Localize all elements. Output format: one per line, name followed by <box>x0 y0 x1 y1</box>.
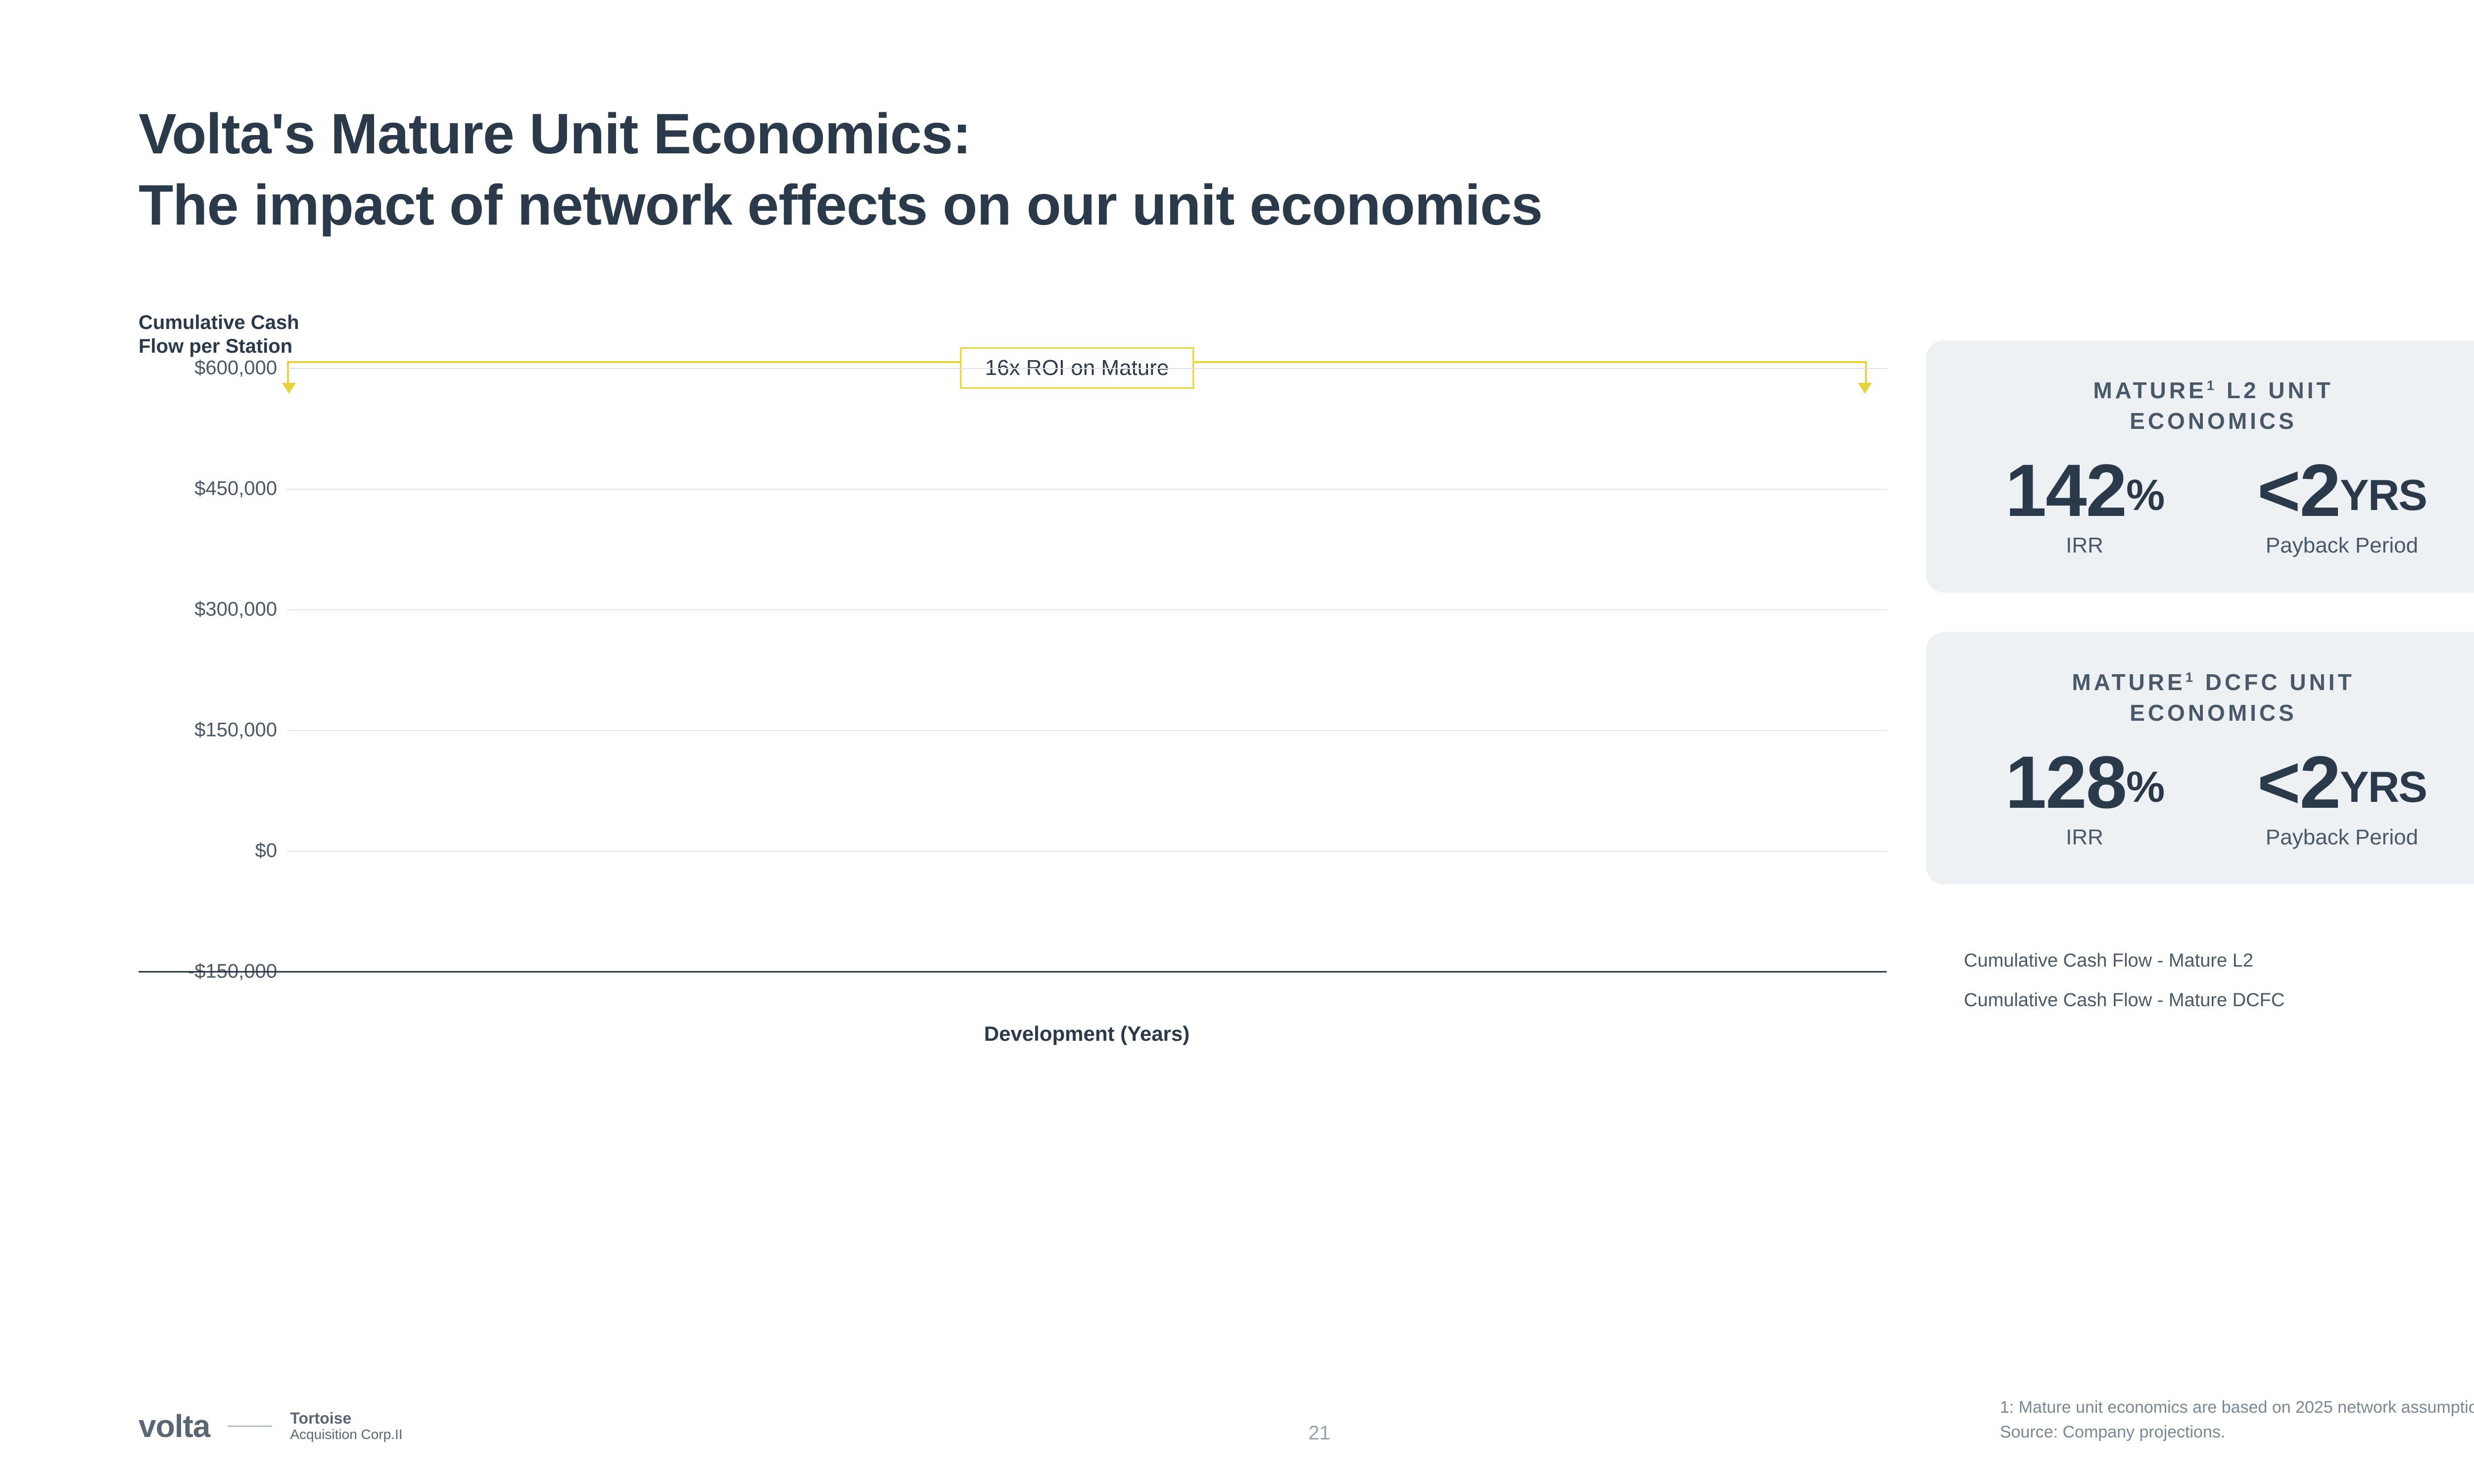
partner-name: Tortoise <box>290 1409 351 1427</box>
stat-label: IRR <box>1966 825 2203 850</box>
stat-number: <2 <box>2257 449 2340 532</box>
card-title-line1: MATURE1 DCFC UNIT <box>2072 669 2354 695</box>
card-l2-economics: MATURE1 L2 UNIT ECONOMICS 142% IRR <2YRS… <box>1926 340 2474 593</box>
legend-swatch-icon <box>1926 949 1951 974</box>
stat-label: Payback Period <box>2223 825 2461 850</box>
legend-swatch-icon <box>1926 988 1951 1013</box>
stat-irr: 142% IRR <box>1966 453 2203 558</box>
card-title-line2: ECONOMICS <box>2130 408 2297 434</box>
card-dcfc-economics: MATURE1 DCFC UNIT ECONOMICS 128% IRR <2Y… <box>1926 632 2474 884</box>
footer-left: volta Tortoise Acquisition Corp.II <box>139 1408 403 1444</box>
footnote-line2: Source: Company projections. <box>2000 1423 2225 1441</box>
stat-unit: % <box>2126 762 2164 811</box>
partner-sub: Acquisition Corp.II <box>290 1427 402 1442</box>
y-axis-title-line2: Flow per Station <box>139 335 292 357</box>
brand-logo: volta <box>139 1408 210 1444</box>
y-tick-label: $300,000 <box>148 598 277 620</box>
legend-item-l2: Cumulative Cash Flow - Mature L2 <box>1926 949 2474 974</box>
stat-value: 142% <box>1966 453 2203 527</box>
footer-divider-icon <box>228 1426 272 1427</box>
chart-legend: Cumulative Cash Flow - Mature L2 Cumulat… <box>1926 949 2474 1028</box>
x-axis-title: Development (Years) <box>287 1022 1887 1046</box>
stat-number: 128 <box>2005 741 2126 824</box>
stat-irr: 128% IRR <box>1966 745 2203 850</box>
chart-plot: 16x ROI on Mature -$150,000$0$150,000$30… <box>287 368 1887 972</box>
stat-number: 142 <box>2005 449 2126 532</box>
card-stats: 142% IRR <2YRS Payback Period <box>1966 453 2461 558</box>
slide: Volta's Mature Unit Economics: The impac… <box>0 0 2474 1484</box>
stat-number: <2 <box>2257 741 2340 824</box>
stat-value: 128% <box>1966 745 2203 819</box>
card-title: MATURE1 L2 UNIT ECONOMICS <box>1966 375 2461 436</box>
footnote: 1: Mature unit economics are based on 20… <box>2000 1395 2474 1444</box>
legend-item-dcfc: Cumulative Cash Flow - Mature DCFC <box>1926 988 2474 1013</box>
card-stats: 128% IRR <2YRS Payback Period <box>1966 745 2461 850</box>
chart-box: 16x ROI on Mature -$150,000$0$150,000$30… <box>139 368 1887 1061</box>
stat-payback: <2YRS Payback Period <box>2223 453 2461 558</box>
card-title-line1: MATURE1 L2 UNIT <box>2093 377 2333 403</box>
y-tick-label: $150,000 <box>148 719 277 741</box>
legend-text: Cumulative Cash Flow - Mature L2 <box>1964 950 2253 972</box>
partner-logo: Tortoise Acquisition Corp.II <box>290 1410 402 1442</box>
card-title: MATURE1 DCFC UNIT ECONOMICS <box>1966 667 2461 728</box>
page-number: 21 <box>1308 1422 1331 1444</box>
stat-value: <2YRS <box>2223 453 2461 527</box>
chart-area: Cumulative Cash Flow per Station 16x ROI… <box>139 311 1887 1061</box>
card-title-line2: ECONOMICS <box>2130 700 2297 726</box>
stat-payback: <2YRS Payback Period <box>2223 745 2461 850</box>
stat-unit: % <box>2126 470 2164 519</box>
cards-column: MATURE1 L2 UNIT ECONOMICS 142% IRR <2YRS… <box>1926 340 2474 1028</box>
y-tick-label: $0 <box>148 839 277 862</box>
y-axis-title-line1: Cumulative Cash <box>139 312 299 333</box>
footnote-line1: 1: Mature unit economics are based on 20… <box>2000 1398 2474 1417</box>
slide-title: Volta's Mature Unit Economics: The impac… <box>139 99 2474 241</box>
title-line-2: The impact of network effects on our uni… <box>139 174 1542 237</box>
slide-footer: volta Tortoise Acquisition Corp.II 21 1:… <box>139 1395 2474 1444</box>
stat-unit: YRS <box>2340 470 2426 519</box>
x-axis-line <box>139 971 1887 973</box>
stat-label: Payback Period <box>2223 533 2461 558</box>
stat-label: IRR <box>1966 533 2203 558</box>
bars-container <box>287 368 1887 972</box>
legend-text: Cumulative Cash Flow - Mature DCFC <box>1964 990 2284 1011</box>
stat-unit: YRS <box>2340 762 2426 811</box>
title-line-1: Volta's Mature Unit Economics: <box>139 102 971 166</box>
content-row: Cumulative Cash Flow per Station 16x ROI… <box>139 311 2474 1061</box>
stat-value: <2YRS <box>2223 745 2461 819</box>
y-tick-label: $450,000 <box>148 477 277 500</box>
y-tick-label: $600,000 <box>148 357 277 379</box>
